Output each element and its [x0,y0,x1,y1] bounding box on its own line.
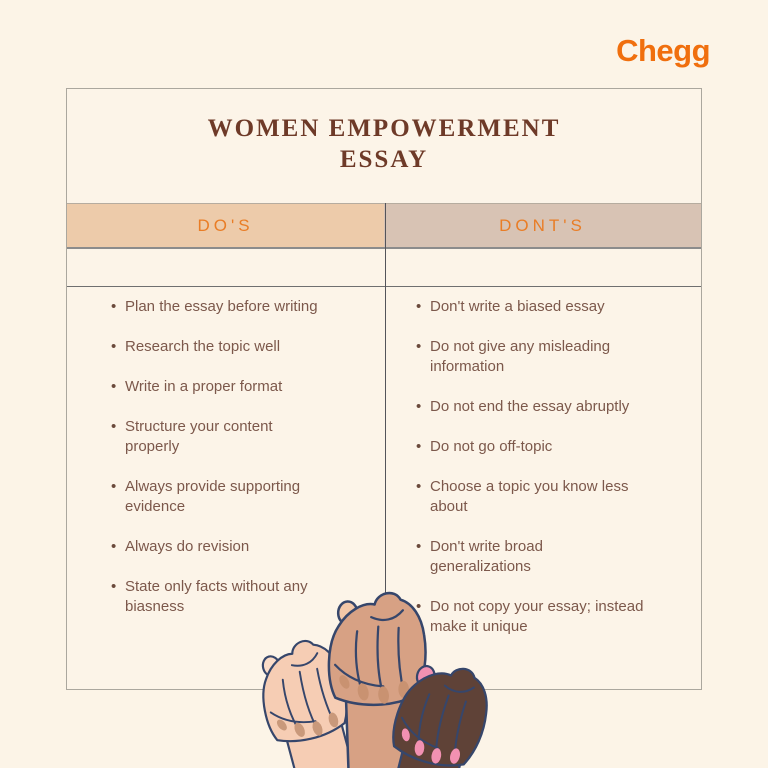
list-item: Structure your content properly [111,417,361,457]
dos-donts-card: WOMEN EMPOWERMENT ESSAY DO'S DONT'S Plan… [66,88,702,690]
dos-list: Plan the essay before writing Research t… [111,297,361,637]
column-header-donts: DONT'S [384,204,701,247]
column-header-dos: DO'S [67,204,384,247]
list-item: Research the topic well [111,337,361,357]
list-item: Always do revision [111,537,361,557]
list-item: Do not end the essay abruptly [416,397,676,417]
donts-list: Don't write a biased essay Do not give a… [416,297,676,657]
list-item: Don't write broad generalizations [416,537,676,577]
list-item: State only facts without any biasness [111,577,361,617]
list-item: Always provide supporting evidence [111,477,361,517]
column-divider [385,203,386,690]
table-header-row: DO'S DONT'S [67,203,701,249]
list-item: Plan the essay before writing [111,297,361,317]
list-item: Don't write a biased essay [416,297,676,317]
page-title: WOMEN EMPOWERMENT ESSAY [207,115,561,173]
list-item: Do not copy your essay; instead make it … [416,597,676,637]
list-item: Do not give any misleading information [416,337,676,377]
list-item: Do not go off-topic [416,437,676,457]
chegg-logo: Chegg [616,33,710,68]
horizontal-rule [67,286,701,287]
list-item: Write in a proper format [111,377,361,397]
list-item: Choose a topic you know less about [416,477,676,517]
